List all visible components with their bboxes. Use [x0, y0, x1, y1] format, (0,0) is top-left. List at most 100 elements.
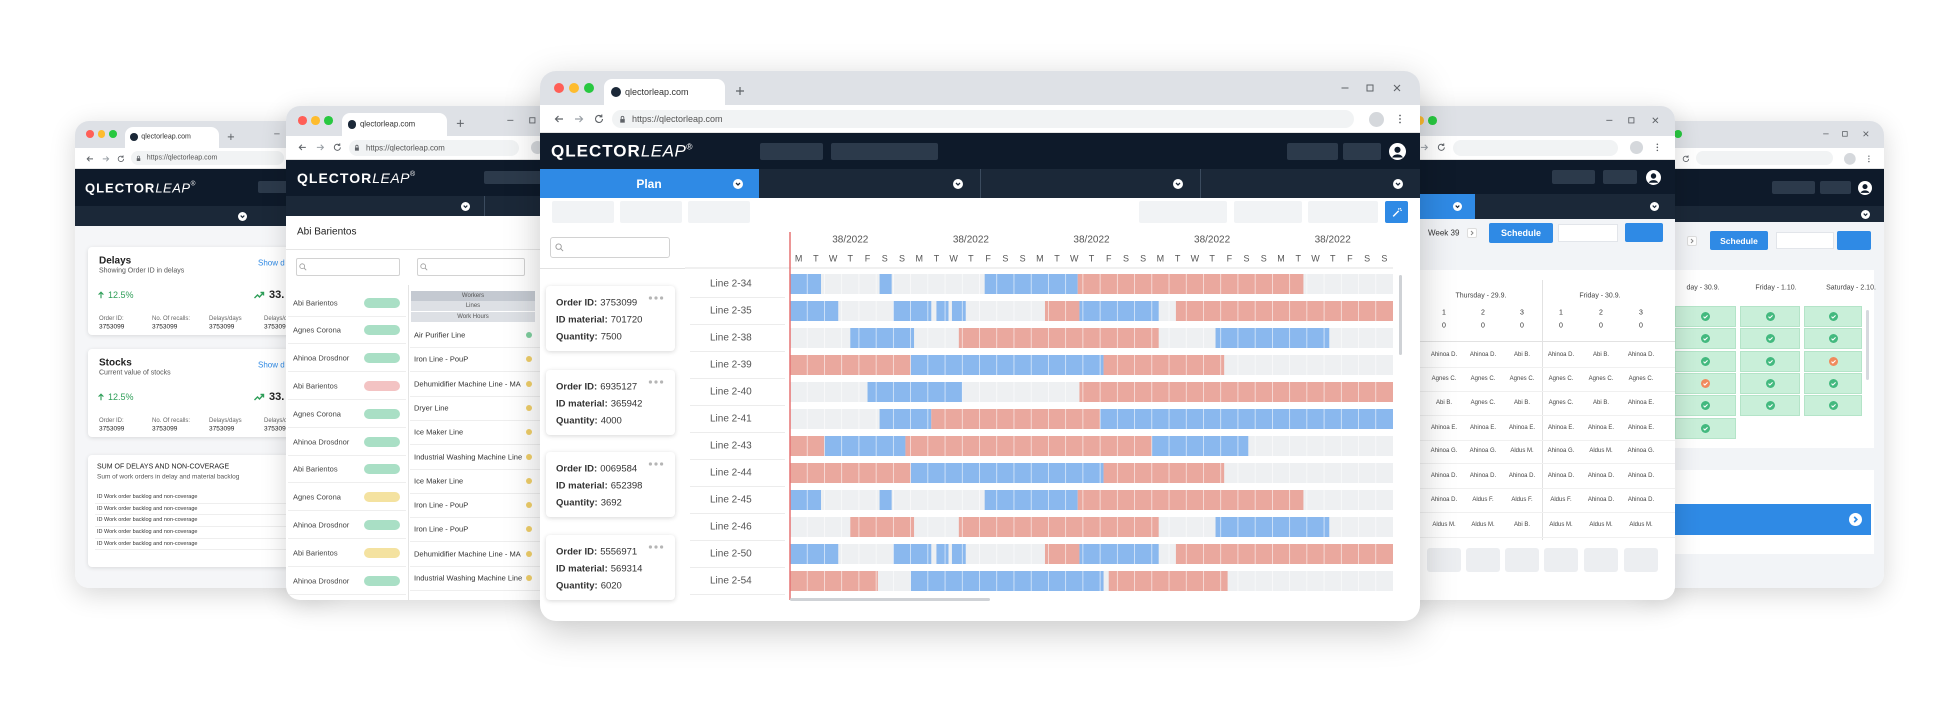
- next-arrow-part: [1848, 512, 1862, 526]
- gantt-bar: [1103, 463, 1225, 483]
- gantt-bar: [936, 544, 949, 564]
- h-scrollbar: [790, 598, 990, 601]
- day-label: S: [1244, 253, 1250, 263]
- tab-chevron-part: [460, 201, 470, 211]
- day-label: S: [1381, 253, 1387, 263]
- nav-placeholder: [1552, 170, 1595, 184]
- assignee: Ahinoa E.: [1587, 425, 1615, 431]
- status-icon: [1701, 378, 1710, 388]
- card-menu-part: [654, 462, 658, 466]
- tab-chevron-part: [733, 179, 743, 189]
- order-field: Quantity: 3692: [556, 498, 622, 509]
- stat-label: Delays/days: [264, 316, 297, 322]
- shift-count: 0: [1442, 322, 1446, 330]
- logo-part: QLECTOR: [551, 141, 641, 161]
- gantt-bar: [790, 355, 911, 375]
- kpi-title: Delays: [99, 255, 132, 267]
- gantt-bar: [951, 301, 966, 321]
- plan-window: qlectorleap.com https://qlectorleap.com QL…: [540, 71, 1420, 621]
- field-label: Order ID:: [556, 381, 598, 393]
- schedule-button: [1489, 223, 1553, 243]
- day-label: W: [1311, 253, 1320, 263]
- card-menu-part: [648, 296, 652, 300]
- search-box: [550, 237, 670, 258]
- worker-name: Ahinoa Drosdnor: [293, 576, 350, 585]
- field-label: Quantity:: [556, 497, 598, 509]
- logo-part: LEAP: [372, 170, 411, 186]
- day-label: S: [1140, 253, 1146, 263]
- card-menu-part: [654, 296, 658, 300]
- summary-divider: [95, 514, 290, 516]
- week-label: 38/2022: [1194, 235, 1231, 246]
- tab-title: qlectorleap.com: [359, 119, 416, 129]
- assignee: Ahinoa E.: [1430, 425, 1458, 431]
- line-name: Iron Line - PouP: [414, 500, 469, 510]
- card-menu-part: [660, 462, 664, 466]
- window-control: [1341, 87, 1349, 89]
- order-field: Order ID: 3753099: [556, 298, 637, 309]
- line-status: [526, 502, 532, 509]
- assignee: Agnes C.: [1509, 376, 1535, 382]
- search-box: [296, 258, 400, 276]
- summary-divider: [95, 537, 290, 539]
- field-label: Order ID:: [556, 463, 598, 475]
- day-label: S: [882, 253, 888, 263]
- footer-cell: [1505, 548, 1539, 572]
- menu-part: [1867, 160, 1870, 162]
- trend-icon-part: [254, 393, 265, 401]
- tab-divider: [980, 169, 981, 198]
- browser-tab: [124, 127, 220, 148]
- field-value: 365942: [610, 398, 643, 410]
- day-label: M: [795, 253, 803, 263]
- tab-chevron-part: [1649, 201, 1659, 211]
- worker-name: Agnes Corona: [293, 492, 341, 502]
- day-label: T: [1175, 253, 1181, 263]
- week-label: 38/2022: [1073, 235, 1110, 246]
- field-label: Quantity:: [556, 580, 598, 592]
- status-icon-part: [1703, 381, 1708, 386]
- status-icon-part: [1703, 359, 1708, 364]
- kpi-change: 12.5%: [108, 290, 134, 300]
- new-tab-part: [227, 133, 235, 140]
- assignee: Ahinoa E.: [1627, 425, 1655, 431]
- order-field: Order ID: 5556971: [556, 547, 637, 558]
- schedule-window: Week 39 Schedule Thursday - 29.9. Friday - …: [1390, 106, 1675, 600]
- day-divider: [1542, 280, 1543, 540]
- avatar-part: [1391, 153, 1403, 157]
- panel-divider: [540, 268, 685, 269]
- status-icon-part: [1765, 334, 1775, 344]
- order-field: Quantity: 7500: [556, 332, 622, 343]
- day-label: S: [1002, 253, 1008, 263]
- window-control: [1652, 117, 1658, 124]
- gantt-bar: [931, 409, 1101, 429]
- status-icon: [1828, 334, 1838, 344]
- field-value: 569314: [610, 563, 643, 575]
- row-label: Line 2-41: [710, 414, 752, 425]
- assignee: Ahinoa D.: [1430, 497, 1458, 503]
- line-status: [526, 550, 532, 557]
- action-button: [1837, 231, 1871, 250]
- line-name: Dehumidifier Machine Line - MA: [414, 379, 521, 389]
- card-menu-part: [660, 545, 664, 549]
- tab-chevron-part: [1862, 212, 1868, 216]
- scrollbar: [1866, 310, 1869, 380]
- day-label: M: [915, 253, 923, 263]
- line-name: Iron Line - PouP: [414, 354, 469, 364]
- up-arrow-part: [98, 291, 104, 299]
- line-status: [526, 404, 532, 411]
- header-divider: [1390, 341, 1675, 342]
- worker-name: Ahinoa Drosdnor: [293, 353, 350, 363]
- card-menu-part: [660, 380, 664, 384]
- logo-part: QLECTOR: [85, 180, 156, 196]
- tab-chevron: [1649, 201, 1659, 211]
- order-card: [546, 452, 675, 517]
- new-tab-part: [736, 87, 744, 95]
- header-bar: [411, 291, 535, 301]
- window-control-part: [1863, 131, 1869, 137]
- assignee: Agnes C.: [1588, 376, 1614, 382]
- line-name: Dryer Line: [414, 403, 449, 413]
- window-light: [584, 83, 594, 93]
- worker-name: Ahinoa Drosdnor: [293, 437, 350, 446]
- menu-part: [1867, 154, 1870, 157]
- day-label: T: [968, 253, 974, 263]
